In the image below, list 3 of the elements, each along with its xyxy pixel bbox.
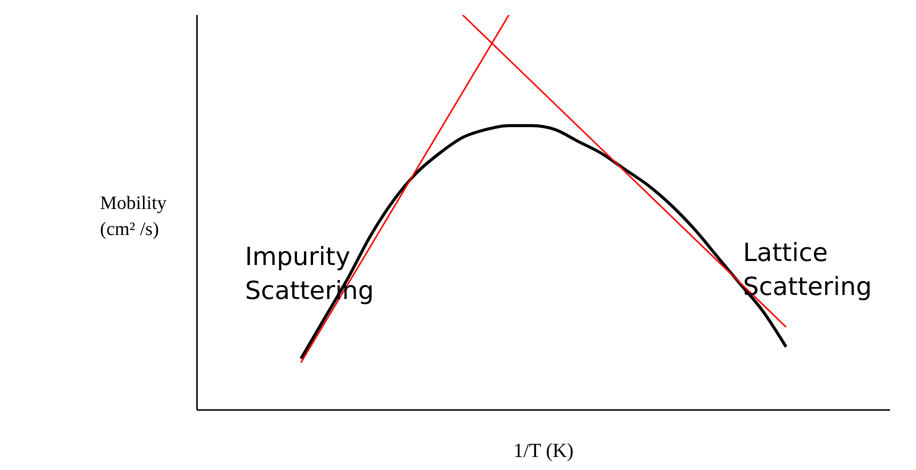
annotation: Lattice Scattering: [743, 237, 873, 303]
y-axis-title: Mobility (cm² /s): [100, 192, 168, 242]
x-axis-title: 1/T (K): [512, 440, 575, 463]
